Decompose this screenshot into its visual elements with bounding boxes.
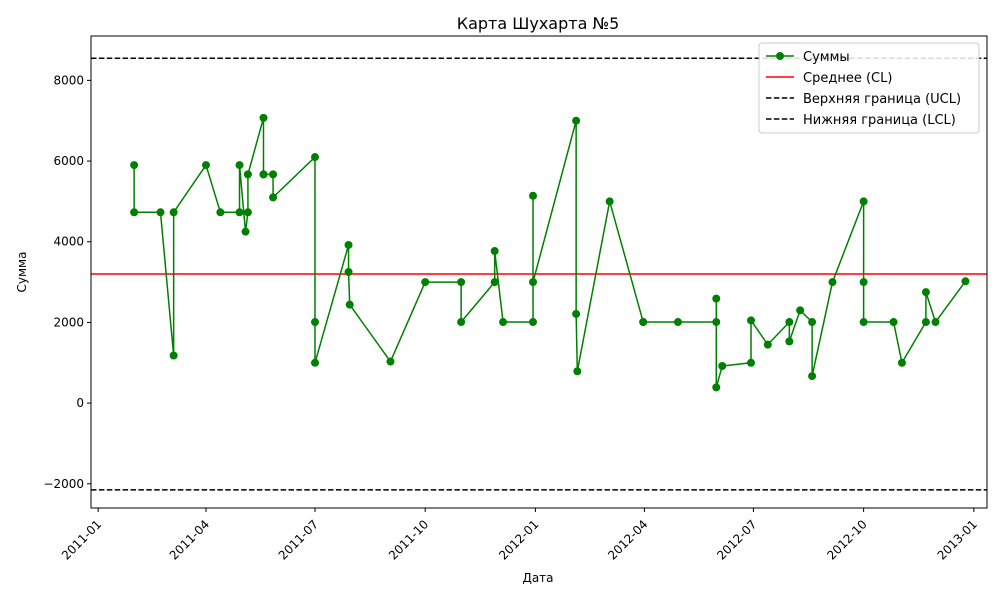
data-point [243, 208, 252, 217]
data-point [241, 227, 250, 236]
data-point [931, 318, 940, 327]
data-point [243, 170, 252, 179]
y-tick-label: 8000 [53, 73, 84, 87]
data-point [673, 318, 682, 327]
data-point [529, 318, 538, 327]
legend-box [758, 42, 980, 134]
data-point [235, 161, 244, 170]
data-point [573, 367, 582, 376]
data-point [747, 358, 756, 367]
axes-frame [90, 35, 988, 509]
y-tick-label: 4000 [53, 235, 84, 249]
data-point [156, 208, 165, 217]
data-point [269, 170, 278, 179]
legend-label-cl: Среднее (CL) [803, 71, 892, 86]
data-point [259, 170, 268, 179]
data-point [499, 318, 508, 327]
data-point [490, 247, 499, 256]
legend: Суммы Среднее (CL) Верхняя граница (UCL)… [758, 42, 980, 134]
data-point [169, 351, 178, 360]
data-point [130, 161, 139, 170]
data-point [311, 153, 319, 162]
legend-marker-series [776, 52, 784, 60]
legend-label-series: Суммы [803, 50, 850, 65]
data-point [859, 197, 868, 206]
data-point [785, 337, 794, 346]
data-point [311, 318, 319, 327]
y-axis-label: Сумма [15, 252, 29, 293]
data-point [712, 383, 721, 392]
data-point [344, 268, 353, 276]
data-point [808, 372, 817, 381]
data-point [216, 208, 225, 217]
data-point [859, 278, 868, 287]
data-point [808, 318, 817, 327]
data-point [529, 191, 538, 200]
y-tick-label: 2000 [53, 315, 84, 329]
data-point [921, 318, 930, 327]
data-point [859, 318, 868, 327]
x-axis-label: Дата [522, 571, 553, 585]
data-point [169, 208, 178, 217]
y-tick-label: −2000 [43, 477, 84, 491]
y-tick-label: 0 [76, 396, 84, 410]
data-point [712, 294, 721, 303]
y-tick-label: 6000 [53, 154, 84, 168]
data-point [785, 318, 794, 327]
data-point [897, 358, 906, 367]
data-point [490, 278, 499, 287]
data-point [130, 208, 139, 217]
data-point [889, 318, 898, 327]
legend-label-lcl: Нижняя граница (LCL) [803, 113, 956, 128]
data-point [828, 278, 837, 287]
data-point [921, 288, 930, 297]
data-point [572, 309, 581, 318]
data-point [235, 208, 244, 217]
data-point [345, 300, 354, 309]
data-point [605, 197, 614, 206]
data-point [457, 318, 466, 327]
data-point [269, 193, 278, 202]
data-point [311, 358, 319, 367]
data-point [201, 161, 210, 170]
data-point [386, 357, 395, 366]
data-point [718, 362, 727, 370]
data-point [961, 277, 970, 286]
data-point [639, 318, 648, 327]
data-point [796, 306, 805, 315]
data-point [457, 278, 466, 287]
data-point [421, 278, 430, 287]
data-point [529, 278, 538, 287]
data-point [344, 240, 353, 249]
data-point [572, 116, 581, 125]
data-point [712, 318, 721, 327]
data-point [763, 340, 772, 349]
legend-label-ucl: Верхняя граница (UCL) [803, 92, 961, 107]
chart-title: Карта Шухарта №5 [457, 14, 620, 33]
data-point [747, 316, 756, 325]
data-point [259, 113, 268, 122]
